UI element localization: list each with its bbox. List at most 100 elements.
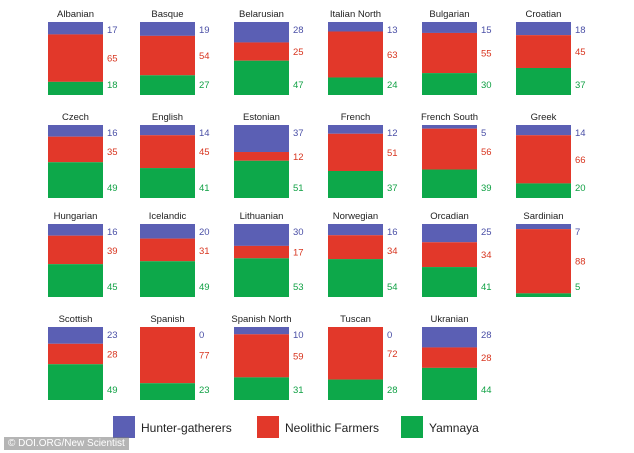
- bar-segment-hunter-czech: [48, 125, 103, 137]
- population-norwegian: Norwegian 16 34 54: [328, 211, 398, 297]
- value-label-farmer-french-south: 56: [481, 147, 492, 158]
- value-label-farmer-english: 45: [199, 147, 210, 158]
- value-label-hunter-bulgarian: 15: [481, 25, 492, 36]
- value-label-hunter-english: 14: [199, 128, 210, 139]
- population-french: French 12 51 37: [328, 112, 398, 198]
- bar-segment-hunter-orcadian: [422, 224, 477, 243]
- population-label-icelandic: Icelandic: [149, 211, 187, 222]
- bar-segment-hunter-french: [328, 125, 383, 134]
- value-label-yamnaya-scottish: 49: [107, 385, 118, 396]
- population-label-greek: Greek: [531, 112, 557, 123]
- bar-segment-yamnaya-spanish-north: [234, 377, 289, 400]
- population-label-bulgarian: Bulgarian: [429, 9, 469, 20]
- value-label-yamnaya-icelandic: 49: [199, 282, 210, 293]
- value-label-yamnaya-french: 37: [387, 183, 398, 194]
- bar-segment-yamnaya-basque: [140, 75, 195, 95]
- value-label-farmer-basque: 54: [199, 51, 210, 62]
- bar-segment-yamnaya-hungarian: [48, 264, 103, 297]
- legend-item-farmer: Neolithic Farmers: [257, 416, 379, 438]
- value-label-farmer-spanish-north: 59: [293, 351, 304, 362]
- bar-segment-yamnaya-orcadian: [422, 267, 477, 297]
- bar-segment-farmer-french-south: [422, 128, 477, 170]
- value-label-yamnaya-hungarian: 45: [107, 282, 118, 293]
- population-spanish: Spanish 0 77 23: [140, 314, 210, 400]
- bar-segment-yamnaya-lithuanian: [234, 258, 289, 297]
- bar-segment-farmer-english: [140, 135, 195, 169]
- legend-label-yamnaya: Yamnaya: [429, 421, 479, 435]
- value-label-hunter-basque: 19: [199, 25, 210, 36]
- value-label-yamnaya-italian-north: 24: [387, 80, 398, 91]
- value-label-yamnaya-french-south: 39: [481, 183, 492, 194]
- value-label-hunter-tuscan: 0: [387, 330, 392, 341]
- value-label-hunter-ukranian: 28: [481, 330, 492, 341]
- bar-segment-yamnaya-bulgarian: [422, 73, 477, 95]
- population-scottish: Scottish 23 28 49: [48, 314, 118, 400]
- value-label-yamnaya-orcadian: 41: [481, 282, 492, 293]
- value-label-hunter-czech: 16: [107, 128, 118, 139]
- bar-segment-farmer-bulgarian: [422, 32, 477, 74]
- bar-segment-farmer-albanian: [48, 34, 103, 82]
- bar-segment-farmer-croatian: [516, 35, 571, 68]
- value-label-hunter-scottish: 23: [107, 330, 118, 341]
- bar-segment-hunter-basque: [140, 22, 195, 36]
- bar-segment-farmer-orcadian: [422, 242, 477, 268]
- value-label-farmer-albanian: 65: [107, 54, 118, 65]
- value-label-farmer-bulgarian: 55: [481, 49, 492, 60]
- population-icelandic: Icelandic 20 31 49: [140, 211, 210, 297]
- value-label-hunter-belarusian: 28: [293, 25, 304, 36]
- value-label-yamnaya-english: 41: [199, 183, 210, 194]
- bar-segment-farmer-icelandic: [140, 238, 195, 262]
- value-label-farmer-icelandic: 31: [199, 246, 210, 257]
- value-label-yamnaya-tuscan: 28: [387, 385, 398, 396]
- bar-segment-farmer-italian-north: [328, 31, 383, 78]
- value-label-hunter-spanish-north: 10: [293, 330, 304, 341]
- bar-segment-yamnaya-scottish: [48, 364, 103, 400]
- population-label-ukranian: Ukranian: [430, 314, 468, 325]
- bar-segment-yamnaya-spanish: [140, 383, 195, 400]
- population-croatian: Croatian 18 45 37: [516, 9, 586, 95]
- value-label-hunter-estonian: 37: [293, 128, 304, 139]
- bar-segment-hunter-ukranian: [422, 327, 477, 348]
- bar-segment-farmer-belarusian: [234, 42, 289, 61]
- bar-segment-hunter-hungarian: [48, 224, 103, 236]
- value-label-farmer-orcadian: 34: [481, 250, 492, 261]
- population-label-orcadian: Orcadian: [430, 211, 469, 222]
- bar-segment-farmer-french: [328, 133, 383, 171]
- population-greek: Greek 14 66 20: [516, 112, 586, 198]
- value-label-farmer-italian-north: 63: [387, 50, 398, 61]
- bar-segment-yamnaya-english: [140, 168, 195, 198]
- bar-segment-yamnaya-czech: [48, 162, 103, 198]
- value-label-hunter-croatian: 18: [575, 25, 586, 36]
- population-lithuanian: Lithuanian 30 17 53: [234, 211, 304, 297]
- value-label-yamnaya-estonian: 51: [293, 183, 304, 194]
- bar-segment-yamnaya-ukranian: [422, 367, 477, 400]
- population-label-italian-north: Italian North: [330, 9, 381, 20]
- bar-segment-yamnaya-tuscan: [328, 379, 383, 400]
- bar-segment-hunter-spanish-north: [234, 327, 289, 335]
- legend-label-farmer: Neolithic Farmers: [285, 421, 379, 435]
- bar-segment-hunter-bulgarian: [422, 22, 477, 33]
- value-label-hunter-lithuanian: 30: [293, 227, 304, 238]
- value-label-yamnaya-bulgarian: 30: [481, 80, 492, 91]
- value-label-yamnaya-basque: 27: [199, 80, 210, 91]
- population-albanian: Albanian 17 65 18: [48, 9, 118, 95]
- value-label-hunter-spanish: 0: [199, 330, 204, 341]
- value-label-hunter-french: 12: [387, 128, 398, 139]
- value-label-farmer-french: 51: [387, 148, 398, 159]
- bar-segment-hunter-estonian: [234, 125, 289, 153]
- value-label-yamnaya-czech: 49: [107, 183, 118, 194]
- value-label-farmer-czech: 35: [107, 147, 118, 158]
- value-label-farmer-tuscan: 72: [387, 349, 398, 360]
- bar-segment-farmer-sardinian: [516, 229, 571, 294]
- value-label-farmer-spanish: 77: [199, 351, 210, 362]
- bar-segment-hunter-italian-north: [328, 22, 383, 32]
- population-label-belarusian: Belarusian: [239, 9, 284, 20]
- population-label-hungarian: Hungarian: [54, 211, 98, 222]
- value-label-yamnaya-croatian: 37: [575, 80, 586, 91]
- value-label-yamnaya-albanian: 18: [107, 80, 118, 91]
- bar-segment-yamnaya-icelandic: [140, 261, 195, 297]
- population-bulgarian: Bulgarian 15 55 30: [422, 9, 492, 95]
- bar-segment-yamnaya-greek: [516, 183, 571, 198]
